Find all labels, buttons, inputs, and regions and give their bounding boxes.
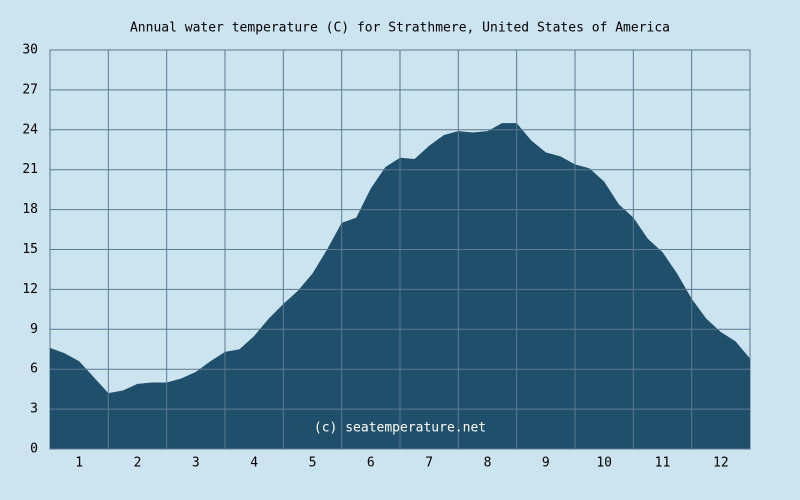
x-tick-label: 1 (75, 456, 83, 471)
y-tick-label: 21 (22, 162, 38, 177)
x-tick-label: 4 (250, 456, 258, 471)
y-tick-label: 6 (30, 362, 38, 377)
y-tick-label: 24 (22, 122, 38, 137)
y-tick-label: 27 (22, 82, 38, 97)
y-tick-label: 15 (22, 242, 38, 257)
x-tick-label: 10 (596, 456, 612, 471)
y-tick-label: 0 (30, 442, 38, 457)
y-tick-label: 12 (22, 282, 38, 297)
x-tick-label: 11 (655, 456, 671, 471)
x-tick-label: 12 (713, 456, 729, 471)
x-tick-label: 6 (367, 456, 375, 471)
x-tick-label: 7 (425, 456, 433, 471)
chart-title: Annual water temperature (C) for Strathm… (130, 21, 670, 36)
y-tick-label: 9 (30, 322, 38, 337)
y-tick-label: 18 (22, 202, 38, 217)
x-tick-label: 8 (484, 456, 492, 471)
y-tick-label: 30 (22, 43, 38, 58)
x-tick-label: 5 (309, 456, 317, 471)
y-tick-label: 3 (30, 402, 38, 417)
x-tick-label: 3 (192, 456, 200, 471)
x-tick-label: 2 (134, 456, 142, 471)
watermark: (c) seatemperature.net (314, 421, 486, 436)
x-tick-label: 9 (542, 456, 550, 471)
